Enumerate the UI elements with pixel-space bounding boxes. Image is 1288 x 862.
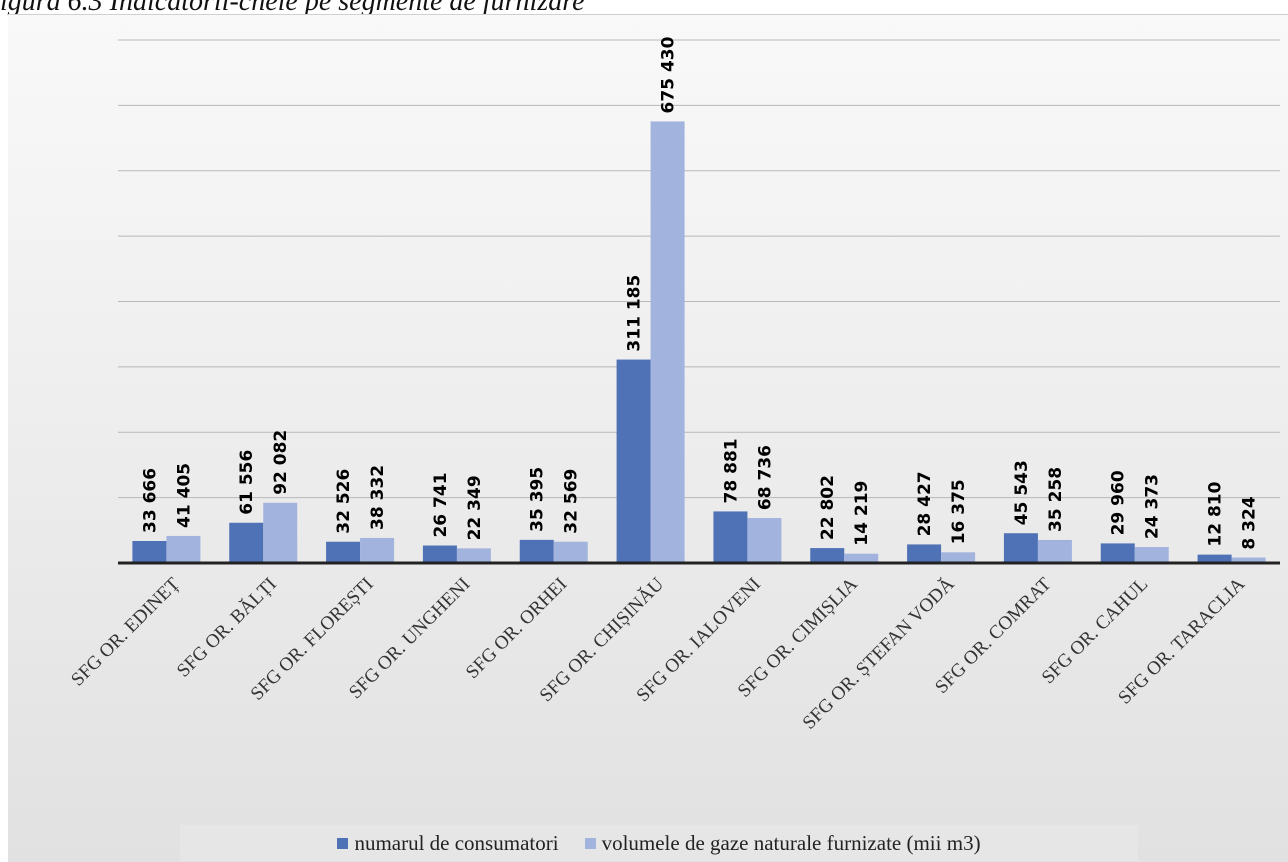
bar: [132, 540, 167, 563]
figure-caption: igura 6.3 Indicatorii-cheie pe segmente …: [0, 0, 585, 17]
data-label: 38 332: [368, 465, 388, 530]
category-label: SFG OR. EDINEȚ: [67, 573, 184, 690]
chart-panel: 33 666 41 405 SFG OR. EDINEȚ 61 556 92 082 SF…: [8, 14, 1288, 862]
data-label: 8 324: [1240, 496, 1260, 549]
data-label: 78 881: [721, 438, 741, 503]
bar: [519, 539, 554, 563]
data-label: 14 219: [852, 481, 872, 546]
bar: [747, 518, 782, 563]
bar: [616, 359, 651, 563]
bar: [1231, 557, 1266, 563]
data-label: 45 543: [1012, 460, 1032, 525]
bar: [713, 511, 748, 563]
data-label: 22 349: [465, 475, 485, 540]
bar: [1197, 554, 1232, 563]
bar: [1134, 547, 1169, 563]
data-label: 35 395: [528, 467, 548, 532]
bar: [844, 553, 879, 563]
bar: [166, 535, 201, 563]
bar: [810, 548, 845, 563]
chart-legend: numarul de consumatori volumele de gaze …: [180, 825, 1138, 861]
legend-swatch-volume: [584, 837, 596, 849]
bar: [360, 537, 395, 563]
data-label: 41 405: [174, 463, 194, 528]
legend-label-consumers: numarul de consumatori: [354, 830, 559, 855]
bar: [422, 545, 457, 563]
data-label: 16 375: [949, 479, 969, 544]
data-label: 24 373: [1143, 474, 1163, 539]
data-label: 61 556: [237, 450, 257, 515]
bar: [941, 552, 976, 563]
category-label: SFG OR. ORHEI: [462, 574, 571, 683]
bar: [456, 548, 491, 563]
data-label: 12 810: [1206, 481, 1226, 546]
legend-item-consumers: numarul de consumatori: [337, 830, 559, 856]
data-label: 35 258: [1046, 467, 1066, 532]
category-label: SFG OR. BĂLȚI: [173, 574, 281, 682]
bar-chart: 33 666 41 405 SFG OR. EDINEȚ 61 556 92 082 SF…: [67, 36, 1280, 734]
data-label: 22 802: [818, 475, 838, 540]
bar: [263, 502, 298, 563]
bar: [1037, 539, 1072, 563]
legend-item-volume: volumele de gaze naturale furnizate (mii…: [584, 830, 981, 856]
data-label: 28 427: [915, 471, 935, 536]
bar: [650, 121, 685, 564]
data-label: 68 736: [755, 445, 775, 510]
bar: [1100, 543, 1135, 563]
data-label: 26 741: [431, 472, 451, 537]
data-label: 32 526: [334, 469, 354, 534]
data-label: 311 185: [625, 275, 645, 352]
data-label: 675 430: [659, 36, 679, 113]
bar: [229, 522, 264, 563]
bar: [326, 541, 361, 563]
category-label: SFG OR. CAHUL: [1038, 574, 1153, 689]
bar: [907, 544, 942, 563]
bar: [1003, 533, 1038, 563]
data-label: 32 569: [562, 469, 582, 534]
bar: [553, 541, 588, 563]
data-label: 92 082: [271, 430, 291, 495]
data-label: 29 960: [1109, 470, 1129, 535]
legend-label-volume: volumele de gaze naturale furnizate (mii…: [601, 830, 981, 855]
legend-swatch-consumers: [337, 837, 349, 849]
data-label: 33 666: [140, 468, 160, 533]
